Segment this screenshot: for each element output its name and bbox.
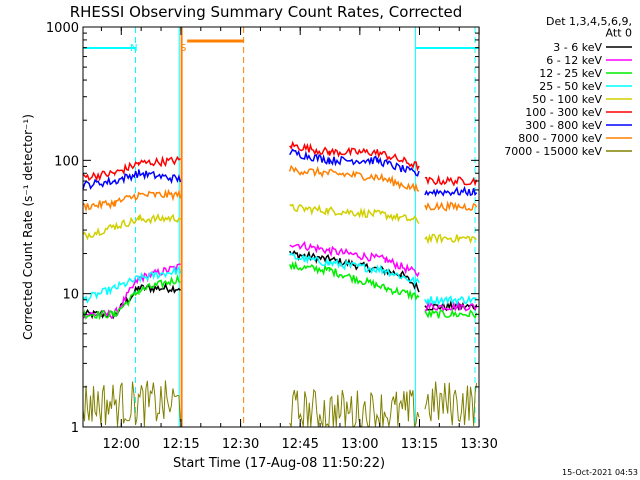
series-line-6-1 [289,148,420,177]
legend-entry-label: 50 - 100 keV [532,93,602,106]
series-line-5-0 [82,155,181,182]
annotation-s: S [180,43,186,54]
x-axis-label: Start Time (17-Aug-08 11:50:22) [173,456,385,471]
annotation-n: N [130,43,137,54]
legend-entry-label: 3 - 6 keV [553,41,602,54]
legend-entry-label: 12 - 25 keV [539,67,602,80]
series-line-2-2 [424,308,478,319]
series-100-300keV [82,140,478,187]
series-line-3-1 [289,251,420,287]
legend-header-line: Det 1,3,4,5,6,9, [546,15,632,28]
legend-entry-label: 6 - 12 keV [546,54,602,67]
y-axis-label-text: Corrected Count Rate (s⁻¹ detector⁻¹) [21,114,35,340]
series-line-8-1 [289,388,420,428]
series-12-25keV [82,260,478,321]
x-tick-label: 13:00 [341,437,378,452]
series-line-3-0 [82,265,182,304]
legend-entry-label: 7000 - 15000 keV [504,145,602,158]
axis-ticks: 12:00 12:15 12:30 12:45 13:00 13:15 13:30 1 10 10… [46,21,498,452]
x-tick-label: 12:00 [103,437,140,452]
series-line-1-1 [289,240,420,278]
series-6-12keV [82,240,478,320]
series-50-100keV [82,203,477,245]
series-25-50keV [82,251,477,307]
chart-title: RHESSI Observing Summary Count Rates, Co… [70,3,463,21]
x-tick-label: 12:30 [222,437,259,452]
y-tick-label: 1 [71,421,79,436]
y-tick-label: 10 [62,288,79,303]
series-line-7-2 [424,200,478,212]
series-line-8-0 [82,380,181,427]
y-tick-label: 1000 [46,21,79,36]
x-tick-label: 12:15 [162,437,199,452]
series-line-6-0 [82,169,182,190]
x-tick-label: 12:45 [281,437,318,452]
series-line-3-2 [424,294,477,307]
series-line-2-1 [289,260,420,301]
series-line-5-1 [289,140,420,172]
legend-entry-label: 25 - 50 keV [539,80,602,93]
legend-entry-label: 300 - 800 keV [525,119,602,132]
series-line-6-2 [424,185,478,198]
series-line-8-2 [424,381,478,427]
series-800-7000keV [82,164,478,213]
x-tick-label: 13:15 [401,437,438,452]
plot-frame [82,26,480,428]
y-axis-label: Corrected Count Rate (s⁻¹ detector⁻¹) [21,114,35,340]
legend-header-line: Att 0 [606,27,632,40]
x-tick-label: 13:30 [460,437,497,452]
series-300-800keV [82,148,478,198]
series-line-1-2 [424,300,478,312]
y-tick-label: 100 [54,154,79,169]
series-line-4-2 [424,233,477,245]
series-line-4-1 [289,203,420,225]
series-line-5-2 [424,174,478,187]
series-7000-15000keV [82,380,478,428]
series-line-4-0 [82,212,181,241]
series-line-7-0 [82,188,182,213]
series-line-7-1 [288,164,420,193]
series-line-2-0 [82,273,181,321]
series-line-1-0 [82,263,181,320]
legend-entry-label: 100 - 300 keV [525,106,602,119]
timestamp: 15-Oct-2021 04:53 [562,468,638,477]
legend-entry-label: 800 - 7000 keV [518,132,602,145]
